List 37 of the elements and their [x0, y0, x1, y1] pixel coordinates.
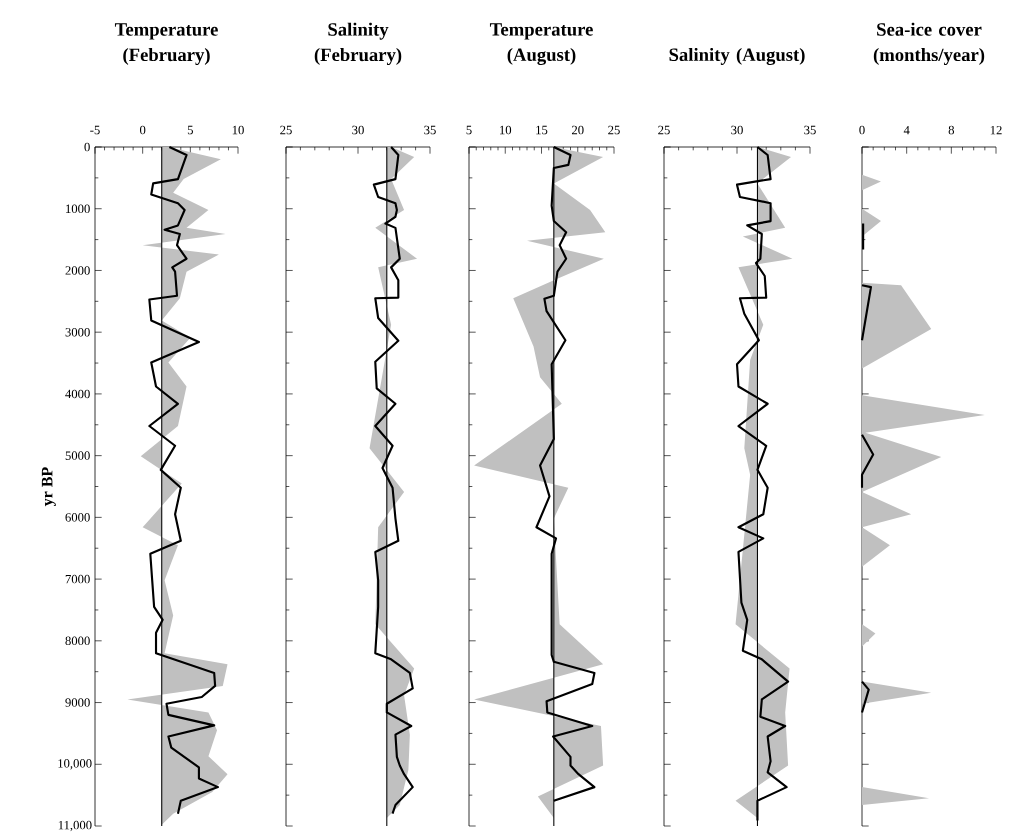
chart-title: Salinity (August) — [669, 47, 805, 65]
y-tick-label: 4000 — [65, 389, 90, 399]
y-tick-label: 5000 — [65, 451, 90, 460]
y-tick-label: 1000 — [66, 204, 90, 214]
y-tick-label: 10,000 — [58, 759, 92, 770]
x-tick-label: 20 — [571, 125, 584, 135]
y-axis-title: yr BP — [41, 467, 56, 507]
y-tick-label: 6000 — [65, 513, 90, 522]
chart-title: Salinity (February) — [314, 22, 402, 65]
x-tick-label: 30 — [352, 125, 364, 135]
x-tick-label: 0 — [139, 125, 146, 135]
x-tick-label: 35 — [804, 125, 816, 135]
x-tick-label: 25 — [658, 125, 670, 135]
y-tick-label: 9000 — [65, 698, 90, 707]
x-tick-label: 30 — [731, 125, 743, 135]
x-tick-label: -5 — [90, 125, 100, 135]
y-tick-label: 3000 — [65, 327, 90, 337]
y-tick-label: 2000 — [65, 266, 90, 275]
chart-title: Temperature (August) — [489, 23, 593, 65]
y-tick-label: 0 — [84, 142, 90, 152]
x-tick-label: 8 — [948, 125, 955, 135]
y-tick-label: 11,000 — [58, 820, 92, 832]
x-tick-label: 5 — [187, 125, 193, 135]
x-tick-label: 12 — [990, 125, 1002, 135]
x-tick-label: 4 — [903, 125, 910, 135]
x-tick-label: 15 — [536, 125, 548, 135]
x-tick-label: 25 — [608, 125, 620, 135]
x-tick-label: 10 — [500, 125, 512, 135]
x-tick-label: 0 — [859, 125, 865, 135]
chart-title: Sea-ice cover (months/year) — [873, 22, 985, 65]
x-tick-label: 25 — [280, 125, 292, 135]
x-tick-label: 10 — [232, 125, 244, 135]
x-tick-label: 35 — [424, 125, 436, 135]
y-tick-label: 7000 — [65, 574, 90, 584]
x-tick-label: 5 — [466, 125, 472, 135]
chart-title: Temperature (February) — [114, 23, 218, 65]
y-tick-label: 8000 — [65, 636, 90, 646]
